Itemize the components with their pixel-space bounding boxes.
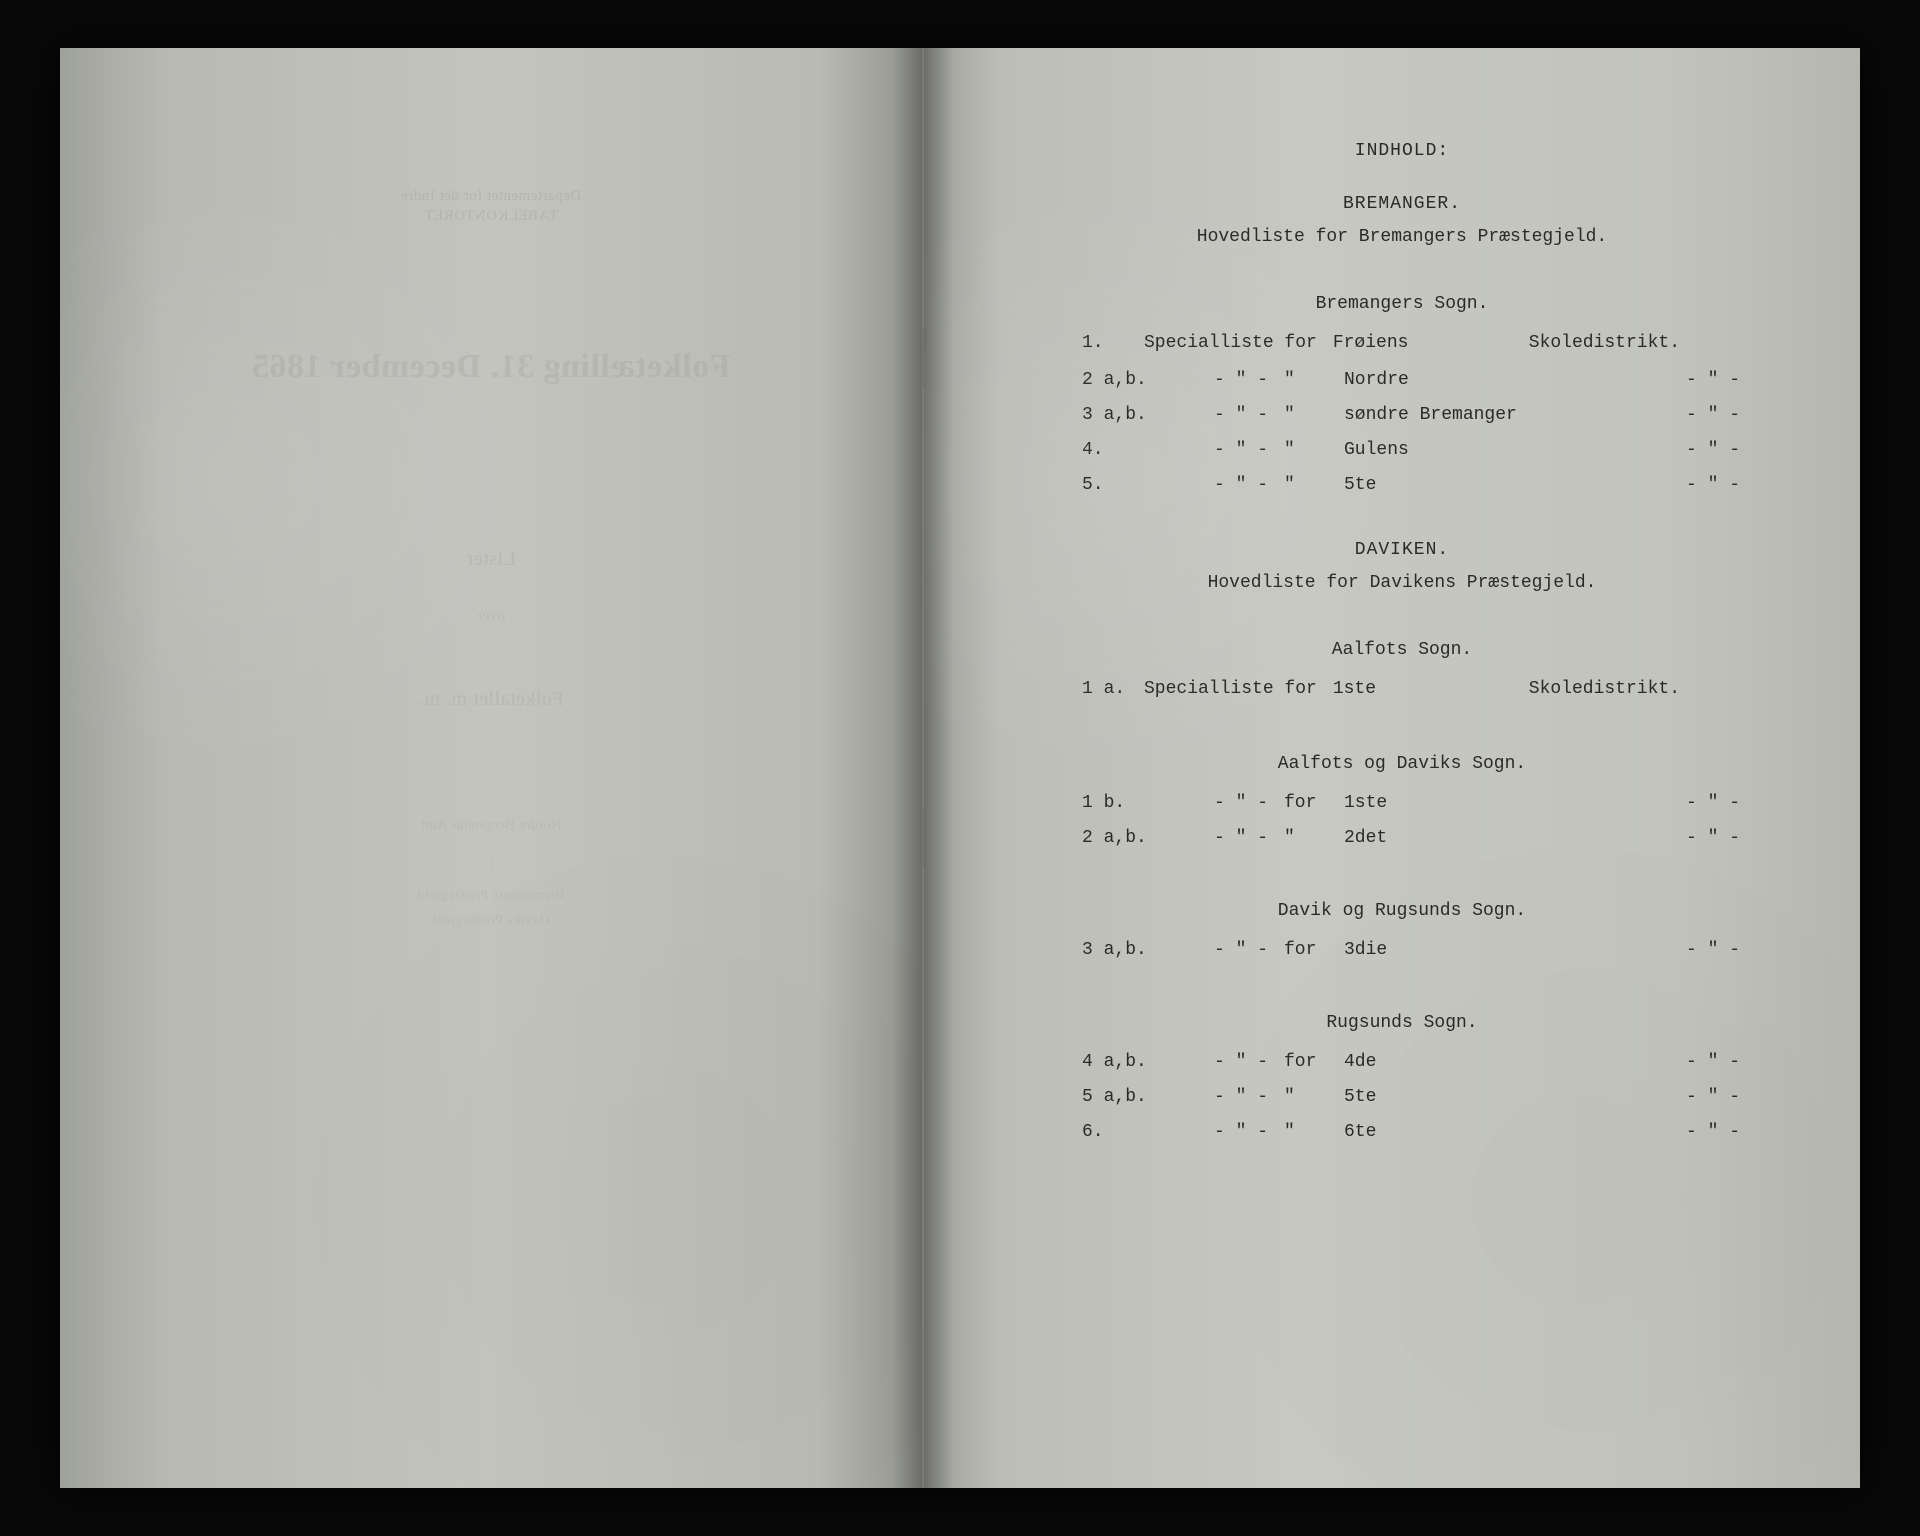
cell: 6.: [1064, 1119, 1144, 1146]
hovedliste: Hovedliste for Bremangers Præstegjeld.: [1064, 224, 1740, 251]
cell: 1ste: [1317, 676, 1529, 703]
cell: - " -: [1680, 1049, 1740, 1076]
cell: for: [1284, 937, 1344, 964]
cell: 4 a,b.: [1064, 1049, 1144, 1076]
page-left: Departementet for det Indre TABELKONTORE…: [60, 48, 924, 1488]
cell: Specialliste for: [1144, 676, 1317, 703]
ghost-line: Folketallet m. m.: [60, 688, 922, 711]
ghost-line: i: [60, 858, 922, 874]
cell: ": [1284, 1084, 1344, 1111]
table-row: 6. - " - " 6te - " -: [1064, 1119, 1740, 1146]
cell: ": [1284, 402, 1344, 429]
cell: 1.: [1064, 330, 1144, 357]
cell: ": [1284, 1119, 1344, 1146]
cell: ": [1284, 367, 1344, 394]
cell: - " -: [1680, 825, 1740, 852]
cell: 6te: [1344, 1119, 1544, 1146]
ghost-line: Lister: [60, 548, 922, 571]
cell: 5.: [1064, 472, 1144, 499]
cell: - " -: [1214, 937, 1284, 964]
table-header-row: 1. Specialliste for Frøiens Skoledistrik…: [1064, 330, 1740, 357]
cell: - " -: [1214, 790, 1284, 817]
cell: 5 a,b.: [1064, 1084, 1144, 1111]
cell: - " -: [1214, 367, 1284, 394]
cell: 4de: [1344, 1049, 1544, 1076]
ghost-line: TABELKONTORET: [60, 208, 922, 225]
cell: 1 a.: [1064, 676, 1144, 703]
table-row: 1 b. - " - for 1ste - " -: [1064, 790, 1740, 817]
cell: for: [1284, 790, 1344, 817]
table-row: 3 a,b. - " - for 3die - " -: [1064, 937, 1740, 964]
cell: - " -: [1680, 1119, 1740, 1146]
cell: ": [1284, 825, 1344, 852]
table-row: 5 a,b. - " - " 5te - " -: [1064, 1084, 1740, 1111]
cell: 1 b.: [1064, 790, 1144, 817]
cell: 3die: [1344, 937, 1544, 964]
cell: ": [1284, 437, 1344, 464]
cell: 1ste: [1344, 790, 1544, 817]
table-row: 5. - " - " 5te - " -: [1064, 472, 1740, 499]
content: INDHOLD: BREMANGER. Hovedliste for Brema…: [1064, 138, 1740, 1146]
cell: 2 a,b.: [1064, 367, 1144, 394]
ghost-title: Folketælling 31. December 1865: [60, 348, 922, 386]
cell: - " -: [1214, 1084, 1284, 1111]
cell: Nordre: [1344, 367, 1544, 394]
sogn-heading: Bremangers Sogn.: [1064, 291, 1740, 318]
cell: - " -: [1680, 790, 1740, 817]
region-heading: BREMANGER.: [1064, 191, 1740, 218]
cell: - " -: [1680, 472, 1740, 499]
hovedliste: Hovedliste for Davikens Præstegjeld.: [1064, 570, 1740, 597]
table-row: 4. - " - " Gulens - " -: [1064, 437, 1740, 464]
cell: Specialliste for: [1144, 330, 1317, 357]
cell: for: [1284, 1049, 1344, 1076]
book-spread: Departementet for det Indre TABELKONTORE…: [60, 48, 1860, 1488]
cell: 5te: [1344, 1084, 1544, 1111]
cell: - " -: [1680, 937, 1740, 964]
ghost-line: Departementet for det Indre: [60, 188, 922, 205]
cell: ": [1284, 472, 1344, 499]
ghost-line: over: [60, 608, 922, 625]
cell: 3 a,b.: [1064, 937, 1144, 964]
cell: 2 a,b.: [1064, 825, 1144, 852]
cell: 2det: [1344, 825, 1544, 852]
cell: søndre Bremanger: [1344, 402, 1544, 429]
table-row: 2 a,b. - " - " Nordre - " -: [1064, 367, 1740, 394]
sogn-heading: Rugsunds Sogn.: [1064, 1010, 1740, 1037]
page-right: INDHOLD: BREMANGER. Hovedliste for Brema…: [924, 48, 1860, 1488]
table-row: 3 a,b. - " - " søndre Bremanger - " -: [1064, 402, 1740, 429]
cell: - " -: [1214, 1049, 1284, 1076]
cell: Skoledistrikt.: [1529, 676, 1680, 703]
cell: 3 a,b.: [1064, 402, 1144, 429]
sogn-heading: Aalfots og Daviks Sogn.: [1064, 751, 1740, 778]
sogn-heading: Davik og Rugsunds Sogn.: [1064, 898, 1740, 925]
table-row: 4 a,b. - " - for 4de - " -: [1064, 1049, 1740, 1076]
cell: Gulens: [1344, 437, 1544, 464]
cell: - " -: [1214, 437, 1284, 464]
cell: - " -: [1214, 1119, 1284, 1146]
cell: - " -: [1214, 825, 1284, 852]
cell: - " -: [1680, 367, 1740, 394]
cell: - " -: [1680, 402, 1740, 429]
ghost-line: Bremangers Præstegjeld: [60, 888, 922, 904]
region-heading: DAVIKEN.: [1064, 537, 1740, 564]
cell: - " -: [1680, 1084, 1740, 1111]
ghost-line: Daviks Præstegjeld: [60, 913, 922, 929]
table-row: 2 a,b. - " - " 2det - " -: [1064, 825, 1740, 852]
cell: Skoledistrikt.: [1529, 330, 1680, 357]
sogn-heading: Aalfots Sogn.: [1064, 637, 1740, 664]
scan-frame: Departementet for det Indre TABELKONTORE…: [0, 0, 1920, 1536]
cell: - " -: [1214, 472, 1284, 499]
cell: Frøiens: [1317, 330, 1529, 357]
cell: - " -: [1680, 437, 1740, 464]
cell: 4.: [1064, 437, 1144, 464]
cell: 5te: [1344, 472, 1544, 499]
cell: - " -: [1214, 402, 1284, 429]
ghost-line: Nordre Bergenhus Amt: [60, 818, 922, 834]
table-header-row: 1 a. Specialliste for 1ste Skoledistrikt…: [1064, 676, 1740, 703]
title: INDHOLD:: [1064, 138, 1740, 165]
